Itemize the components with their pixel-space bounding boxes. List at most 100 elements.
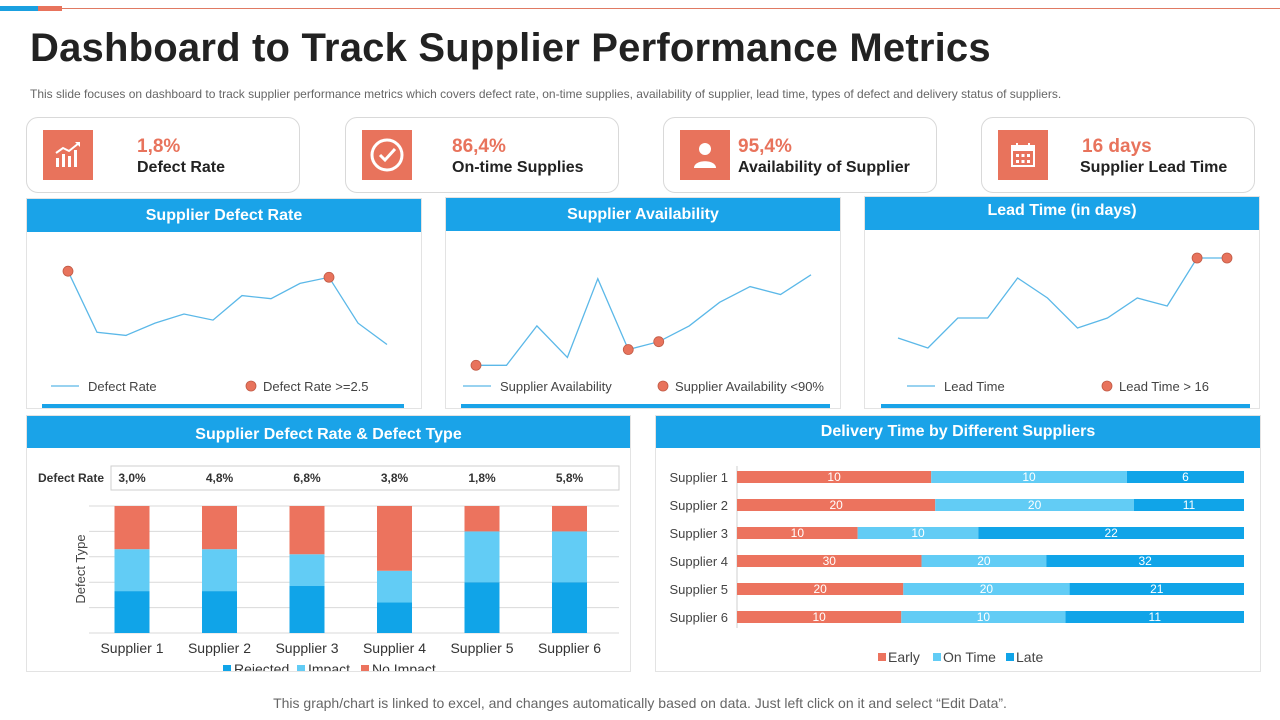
panel-footer-bar — [461, 404, 830, 408]
data-label: 11 — [1183, 498, 1196, 512]
bar-segment-early — [737, 499, 936, 511]
legend-label: Supplier Availability <90% — [675, 379, 824, 394]
user-icon — [680, 130, 730, 180]
delivery-time-chart-panel: Delivery Time by Different Suppliers Sup… — [655, 415, 1261, 672]
y-axis-label: Defect Type — [73, 534, 88, 603]
bar-segment-no-impact — [289, 506, 325, 555]
delivery-time-stacked-chart: Supplier 1 10 10 6 Supplier 2 20 20 11 Supplier … — [669, 466, 1244, 665]
x-tick-label: Supplier 2 — [188, 640, 251, 656]
data-label: 20 — [813, 582, 827, 596]
data-label: 10 — [812, 610, 826, 624]
highlight-point — [62, 265, 74, 277]
bar-segment-late — [1069, 583, 1244, 595]
lead-time-chart-panel: Lead Time (in days) Lead Time Lead Time >… — [864, 196, 1260, 409]
bar-segment-on-time — [931, 471, 1127, 483]
bar-segment-impact — [289, 554, 325, 587]
bar-segment-late — [1046, 555, 1244, 567]
highlight-point — [470, 359, 482, 371]
y-tick-label: Supplier 2 — [669, 498, 728, 513]
top-divider — [0, 8, 1280, 9]
chart-title: Supplier Defect Rate — [27, 199, 421, 232]
y-tick-label: Supplier 3 — [669, 526, 728, 541]
bar-segment-no-impact — [202, 506, 237, 550]
defect-rate-chart-panel: Supplier Defect Rate Defect Rate Defect R… — [26, 198, 422, 409]
bar-segment-impact — [464, 531, 500, 583]
page-subtitle: This slide focuses on dashboard to track… — [30, 87, 1062, 101]
kpi-value: 95,4% — [738, 136, 792, 157]
highlight-point — [622, 344, 634, 355]
legend-dot-swatch — [1101, 380, 1113, 392]
legend-swatch — [1006, 653, 1014, 661]
x-tick-label: Supplier 4 — [363, 640, 426, 656]
bar-segment-late — [1065, 611, 1244, 623]
legend-label: Defect Rate >=2.5 — [263, 379, 369, 394]
legend-swatch — [361, 665, 369, 671]
kpi-card-availability: 95,4% Availability of Supplier — [663, 117, 937, 193]
bar-segment-no-impact — [552, 506, 587, 532]
chart-title: Supplier Availability — [446, 198, 840, 231]
data-label: 10 — [791, 526, 805, 540]
defect-rate-value: 6,8% — [293, 471, 321, 485]
bar-segment-on-time — [903, 583, 1070, 595]
page-title: Dashboard to Track Supplier Performance … — [30, 26, 991, 70]
bar-segment-rejected — [377, 602, 412, 633]
defect-rate-table — [110, 465, 620, 491]
x-tick-label: Supplier 5 — [450, 640, 513, 656]
bar-segment-no-impact — [464, 506, 500, 532]
defect-type-chart-panel: Supplier Defect Rate & Defect Type Defec… — [26, 415, 631, 672]
legend-swatch — [878, 653, 886, 661]
series-line-defect-rate — [67, 270, 388, 346]
bar-segment-impact — [114, 549, 150, 592]
bar-segment-rejected — [202, 591, 237, 633]
legend-label: Lead Time > 16 — [1119, 379, 1209, 394]
kpi-label: On-time Supplies — [452, 159, 584, 176]
highlight-point — [653, 336, 665, 348]
top-accent-orange — [38, 6, 62, 11]
bar-segment-no-impact — [377, 506, 412, 571]
panel-footer-bar — [881, 404, 1250, 408]
data-label: 6 — [1182, 470, 1189, 484]
kpi-label: Defect Rate — [137, 159, 226, 176]
defect-type-stacked-chart: Defect Rate 3,0% 4,8% 6,8% 3,8% 1,8% 5,8% Defec… — [38, 465, 620, 671]
kpi-value: 16 days — [1082, 136, 1152, 157]
highlight-point — [323, 271, 335, 283]
kpi-card-lead-time: 16 days Supplier Lead Time — [981, 117, 1255, 193]
legend-label: Impact — [308, 661, 350, 671]
legend-dot-swatch — [657, 380, 669, 392]
series-line-supplier-availability — [476, 274, 812, 366]
x-tick-label: Supplier 3 — [275, 640, 338, 656]
panel-footer-bar — [42, 404, 404, 408]
data-label: 32 — [1138, 554, 1152, 568]
kpi-label: Availability of Supplier — [738, 159, 910, 176]
bar-segment-rejected — [552, 582, 587, 633]
bar-segment-early — [737, 611, 902, 623]
series-line-lead-time — [897, 257, 1227, 349]
defect-rate-value: 1,8% — [468, 471, 496, 485]
legend-label: Lead Time — [944, 379, 1005, 394]
data-label: 11 — [1149, 610, 1162, 624]
bar-segment-rejected — [114, 591, 150, 633]
legend-label: Supplier Availability — [500, 379, 612, 394]
legend-label: No Impact — [372, 661, 436, 671]
legend-label: Defect Rate — [88, 379, 157, 394]
kpi-card-defect-rate: 1,8% Defect Rate — [26, 117, 300, 193]
bar-segment-no-impact — [114, 506, 150, 550]
legend-swatch — [933, 653, 941, 661]
legend-label: Rejected — [234, 661, 289, 671]
legend-label: Early — [888, 649, 920, 665]
data-label: 22 — [1104, 526, 1118, 540]
bar-segment-late — [1133, 499, 1244, 511]
data-label: 20 — [980, 582, 994, 596]
bar-segment-rejected — [464, 582, 500, 633]
bar-segment-early — [737, 527, 858, 539]
calendar-icon — [998, 130, 1048, 180]
footnote: This graph/chart is linked to excel, and… — [273, 695, 1007, 711]
chart-title: Lead Time (in days) — [865, 197, 1259, 230]
kpi-value: 1,8% — [137, 136, 181, 157]
bar-segment-on-time — [921, 555, 1047, 567]
legend-swatch — [297, 665, 305, 671]
data-label: 20 — [1028, 498, 1042, 512]
bar-segment-early — [737, 583, 904, 595]
chart-title: Supplier Defect Rate & Defect Type — [27, 416, 630, 448]
legend-swatch — [223, 665, 231, 671]
